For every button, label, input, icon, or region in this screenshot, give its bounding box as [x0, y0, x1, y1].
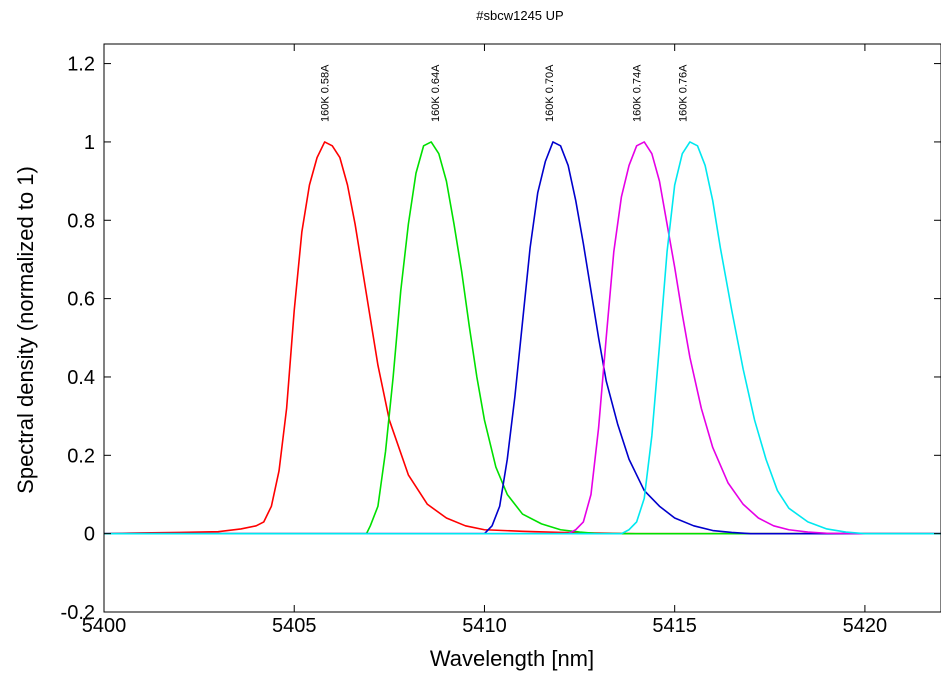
- x-tick-label: 5415: [652, 615, 697, 637]
- peak-annotation: 160K 0.64A: [430, 64, 442, 122]
- peak-annotation: 160K 0.70A: [544, 64, 556, 122]
- y-tick-label: 0: [84, 524, 95, 546]
- y-tick-label: 0.6: [67, 289, 95, 311]
- peak-annotations: 160K 0.58A 160K 0.64A 160K 0.70A 160K 0.74A…: [320, 64, 690, 122]
- series-line-3: [104, 141, 941, 535]
- chart-title: #sbcw1245 UP: [476, 8, 563, 23]
- y-tick-label: 0.4: [67, 367, 95, 389]
- x-tick-label: 5410: [462, 615, 507, 637]
- y-tick-label: 0.8: [67, 210, 95, 232]
- peak-annotation: 160K 0.58A: [320, 64, 332, 122]
- plot-area: [104, 141, 941, 535]
- y-tick-label: 0.2: [67, 445, 95, 467]
- y-tick-label: -0.2: [61, 602, 95, 624]
- series-line-2: [104, 141, 941, 535]
- x-tick-label: 5405: [272, 615, 317, 637]
- series-line-4: [104, 141, 941, 535]
- y-tick-label: 1.2: [67, 54, 95, 76]
- y-axis-label: Spectral density (normalized to 1): [13, 166, 38, 494]
- x-axis-label: Wavelength [nm]: [430, 646, 594, 671]
- axis-ticks: 5400 5405 5410 5415 5420 -0.2 0 0.2 0.4 0.6 0.8 1 1.…: [61, 44, 941, 637]
- peak-annotation: 160K 0.74A: [632, 64, 644, 122]
- y-tick-label: 1: [84, 132, 95, 154]
- peak-annotation: 160K 0.76A: [677, 64, 689, 122]
- series-line-5: [104, 141, 941, 535]
- plot-frame: [103, 43, 941, 613]
- x-tick-label: 5400: [82, 615, 127, 637]
- series-line-1: [104, 141, 941, 535]
- x-tick-label: 5420: [843, 615, 888, 637]
